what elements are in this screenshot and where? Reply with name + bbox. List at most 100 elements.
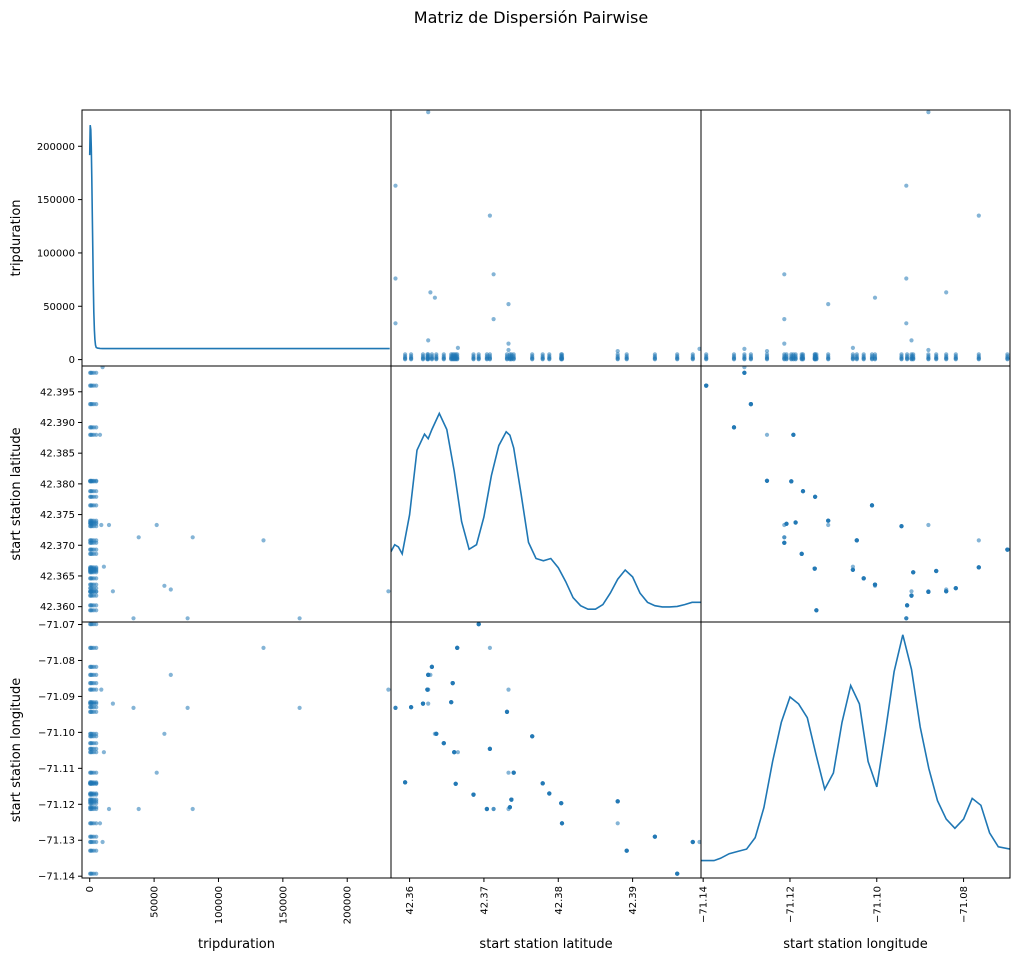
scatter-point: [926, 110, 931, 115]
scatter-point: [976, 213, 981, 218]
panel-start-station-longitude-vs-start-station-longitude: −71.14 −71.12 −71.10 −71.08 start station lo…: [699, 621, 1011, 952]
scatter-point: [94, 741, 99, 746]
scatter-point: [782, 272, 787, 277]
scatter-point: [904, 183, 909, 188]
y-tick-label: −71.14: [38, 872, 75, 883]
scatter-point: [136, 535, 141, 540]
scatter-point: [909, 593, 914, 598]
scatter-point: [409, 705, 414, 710]
y-tick-label: −71.08: [38, 656, 75, 667]
scatter-point: [784, 352, 789, 357]
scatter-point: [131, 616, 136, 621]
scatter-point: [185, 705, 190, 711]
scatter-point: [944, 352, 949, 357]
scatter-point: [911, 570, 916, 575]
x-tick-label: 50000: [150, 886, 161, 918]
scatter-point: [813, 494, 818, 499]
x-tick-label: 42.37: [479, 886, 490, 915]
scatter-point: [476, 352, 481, 357]
scatter-point: [476, 622, 481, 627]
scatter-point: [409, 352, 414, 357]
scatter-point: [509, 797, 514, 802]
scatter-point: [420, 701, 426, 706]
y-tick-label: 150000: [37, 195, 75, 206]
scatter-point: [94, 839, 99, 845]
scatter-point: [487, 213, 492, 218]
scatter-point: [450, 681, 455, 686]
panel-start-station-latitude-vs-tripduration: 42.360 42.365 42.370 42.375 42.380 42.385 42.3…: [9, 365, 392, 623]
panel-frame: [81, 109, 392, 367]
scatter-point: [511, 352, 516, 357]
y-tick-label: 42.395: [40, 387, 75, 398]
scatter-point: [812, 566, 817, 571]
scatter-point: [872, 352, 878, 357]
scatter-point: [826, 518, 831, 523]
panel-tripduration-vs-tripduration: 0 50000 100000 150000 200000 tripduration: [9, 109, 392, 367]
scatter-point: [393, 183, 398, 188]
scatter-point: [899, 352, 904, 357]
panel-start-station-latitude-vs-start-station-longitude: [700, 365, 1011, 623]
panel-start-station-longitude-vs-tripduration: −71.14 −71.13 −71.12 −71.11 −71.10 −71.09 −71.…: [9, 620, 392, 952]
scatter-point: [934, 352, 939, 357]
scatter-point: [455, 352, 460, 357]
scatter-point: [491, 317, 496, 322]
scatter-point: [791, 432, 796, 437]
scatter-point: [94, 871, 99, 876]
scatter-point: [748, 402, 754, 407]
scatter-point: [504, 709, 510, 715]
scatter-point: [934, 568, 939, 574]
scatter-point: [944, 290, 949, 295]
scatter-point: [393, 321, 398, 326]
scatter-point: [976, 565, 981, 570]
x-tick-label: 100000: [214, 886, 225, 924]
scatter-point: [1005, 352, 1010, 357]
y-tick-label: 200000: [37, 142, 75, 153]
x-tick-label: −71.10: [872, 886, 883, 923]
x-tick-label: −71.12: [785, 886, 796, 923]
panel-start-station-longitude-vs-start-station-latitude: 42.36 42.37 42.38 42.39 start station latitu…: [390, 621, 702, 952]
panel-frame: [700, 365, 1011, 623]
y-tick-label: 0: [69, 355, 75, 366]
scatter-point: [154, 770, 159, 775]
scatter-point: [615, 349, 620, 354]
scatter-point: [742, 352, 747, 357]
scatter-point: [854, 352, 859, 357]
y-axis-label: tripduration: [9, 199, 24, 276]
panels: 0 50000 100000 150000 200000 tripduration 42.3…: [9, 109, 1011, 952]
scatter-point: [94, 687, 99, 692]
scatter-point: [826, 522, 831, 528]
y-tick-label: 42.365: [40, 571, 75, 582]
scatter-point: [94, 799, 99, 804]
scatter-point: [491, 806, 496, 812]
scatter-point: [976, 538, 981, 543]
scatter-point: [782, 317, 787, 322]
scatter-point: [94, 538, 99, 543]
y-tick-label: −71.07: [38, 620, 75, 631]
scatter-point: [615, 799, 620, 804]
scatter-point: [800, 352, 806, 357]
scatter-point: [94, 700, 99, 705]
scatter-point: [789, 479, 794, 484]
scatter-point: [426, 338, 431, 343]
scatter-point: [793, 520, 798, 525]
scatter-point: [94, 547, 99, 552]
scatter-point: [101, 750, 106, 755]
scatter-point: [106, 522, 112, 528]
scatter-point: [441, 741, 446, 746]
scatter-point: [471, 352, 476, 357]
scatter-point: [764, 432, 770, 437]
scatter-point: [1005, 547, 1010, 552]
panel-frame: [390, 621, 702, 879]
scatter-point: [530, 352, 535, 357]
y-tick-label: 50000: [43, 302, 75, 313]
scatter-point: [506, 341, 511, 346]
x-tick-label: 42.39: [628, 886, 639, 915]
scatter-point: [106, 806, 112, 812]
scatter-point: [782, 522, 787, 528]
scatter-point: [953, 352, 958, 357]
scatter-point: [690, 352, 695, 357]
x-tick-label: 42.36: [405, 886, 416, 915]
scatter-point: [491, 272, 496, 277]
scatter-point: [615, 352, 620, 357]
scatter-point: [764, 352, 770, 357]
